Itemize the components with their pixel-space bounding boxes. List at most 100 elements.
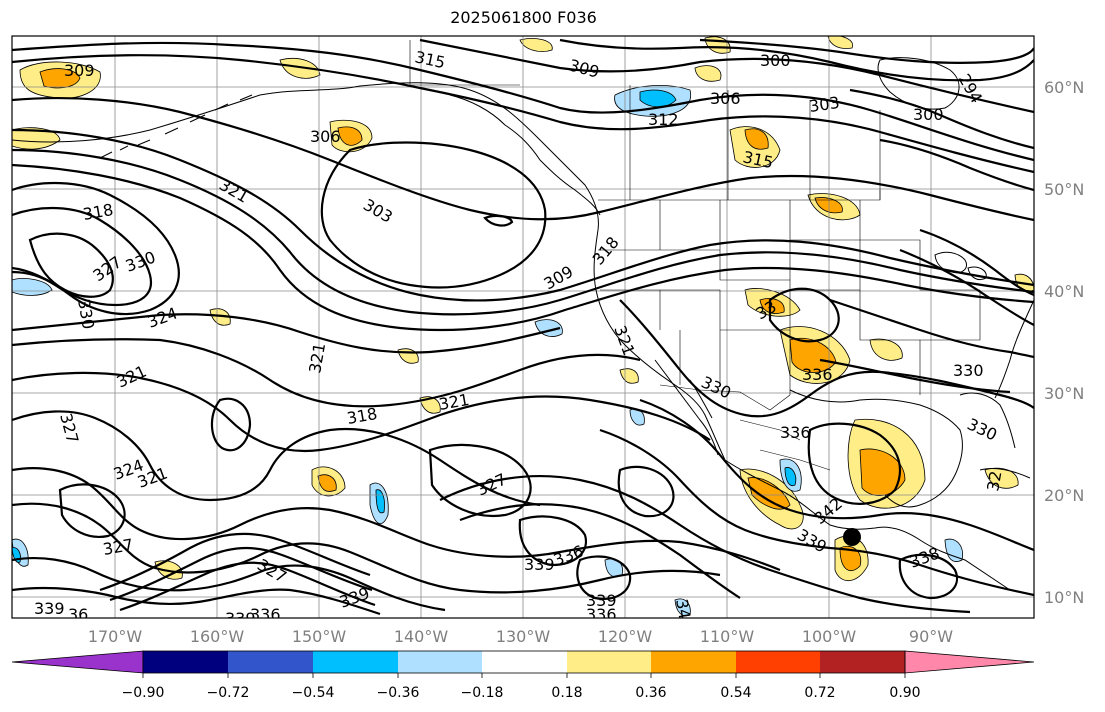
colorbar-bin xyxy=(313,651,398,673)
colorbar-tick-label: 0.54 xyxy=(720,685,751,701)
fill-positive-3 xyxy=(279,58,321,79)
fill-positive-6 xyxy=(12,127,61,150)
contour-gulf-alaska-inner xyxy=(483,214,514,227)
contour-label: 336 xyxy=(780,423,811,442)
contour-n8 xyxy=(12,148,1034,316)
contour-west-ridge-2 xyxy=(12,207,153,307)
fill-negative-6 xyxy=(375,489,385,514)
longitude-label: 140°W xyxy=(394,627,449,646)
colorbar-bin xyxy=(736,651,820,673)
longitude-label: 160°W xyxy=(190,627,245,646)
fill-positive-10 xyxy=(694,65,722,82)
contour-label: 336 xyxy=(250,605,281,624)
contour-east-ridge-2 xyxy=(899,248,1034,326)
fill-positive-23 xyxy=(747,477,791,510)
longitude-labels: 170°W 160°W 150°W 140°W 130°W 120°W 110°… xyxy=(88,627,953,646)
contour-label: 300 xyxy=(913,105,944,124)
colorbar-extend-high xyxy=(904,650,1035,674)
contour-central-4 xyxy=(12,410,541,507)
colorbar-bin xyxy=(228,651,313,673)
bc-coast xyxy=(449,94,601,216)
contour-n1 xyxy=(12,41,1034,162)
latitude-labels: 60°N 50°N 40°N 30°N 20°N 10°N xyxy=(1044,78,1084,607)
contour-central-1 xyxy=(12,313,561,354)
colorbar-tick-label: −0.54 xyxy=(292,685,335,701)
contour-east-ridge-1 xyxy=(919,228,1034,297)
colorbar-tick-label: 0.18 xyxy=(551,685,582,701)
florida-coast xyxy=(959,392,1016,449)
contour-n9 xyxy=(12,163,1034,332)
contour-n4 xyxy=(559,38,1034,82)
contour-west-ridge-3 xyxy=(28,232,114,298)
contour-n5 xyxy=(699,38,1034,64)
fill-negative-8 xyxy=(784,467,797,487)
contour-label: 336 xyxy=(802,365,833,384)
colorbar-bin xyxy=(398,651,482,673)
contour-central-3 xyxy=(12,371,711,452)
contour-east-trough-2 xyxy=(639,398,1034,552)
contour-south-band-1 xyxy=(99,532,371,592)
contour-label: 330 xyxy=(953,361,984,380)
fill-negative-12 xyxy=(944,538,963,562)
fill-positive-12 xyxy=(744,128,769,150)
theta-contours xyxy=(12,38,1034,616)
contour-tropics-west-2 xyxy=(210,397,252,452)
contour-south-band-2 xyxy=(109,547,373,602)
latitude-label: 50°N xyxy=(1044,180,1084,199)
contour-label: 32 xyxy=(983,469,1005,492)
contour-east-trough-4 xyxy=(439,475,971,614)
contour-mexico-loop xyxy=(807,422,902,505)
colorbar-ticks xyxy=(142,673,906,678)
contour-n7 xyxy=(12,128,1034,302)
contour-south-1 xyxy=(12,467,781,572)
contour-label: 312 xyxy=(648,110,679,129)
colorbar-tick-label: 0.90 xyxy=(889,685,920,701)
fill-positive-5 xyxy=(337,126,363,146)
longitude-label: 90°W xyxy=(909,627,953,646)
contour-label: 36 xyxy=(68,605,88,624)
aleutian-islands xyxy=(99,94,253,159)
coastlines xyxy=(12,57,1034,591)
colorbar-frame xyxy=(142,650,906,674)
us-mexico-border xyxy=(659,384,791,411)
contour-tropics-west-1 xyxy=(58,483,126,538)
colorbar-extend-low xyxy=(11,650,144,674)
colorbar-tick-label: −0.36 xyxy=(377,685,420,701)
colorbar-bin xyxy=(820,651,905,673)
contour-tropics-east-1 xyxy=(518,515,588,567)
contour-tropics-far-east xyxy=(898,553,958,600)
contour-central-2 xyxy=(12,338,641,408)
contour-label: 339 xyxy=(225,609,256,628)
longitude-label: 120°W xyxy=(598,627,653,646)
contour-east-trough-3 xyxy=(599,428,1034,597)
contour-label: 336 xyxy=(586,605,617,624)
contour-south-4 xyxy=(12,586,381,616)
colorbar-bin xyxy=(143,651,228,673)
colorbar: −0.90 −0.72 −0.54 −0.36 −0.18 0.18 0.36 … xyxy=(11,650,1035,701)
fill-positive-31 xyxy=(419,396,441,414)
contour-south-3 xyxy=(12,557,446,612)
contour-label: 306 xyxy=(310,127,341,146)
fill-positive-25 xyxy=(839,545,862,571)
colorbar-tick-label: 0.72 xyxy=(804,685,835,701)
colorbar-bin xyxy=(567,651,651,673)
contour-plains-loop xyxy=(768,287,840,343)
mexico-state-borders xyxy=(739,419,831,471)
fill-positive-33 xyxy=(984,467,1019,489)
contour-label: 303 xyxy=(808,93,841,116)
alaska-coast xyxy=(12,82,599,231)
contour-label: 339 xyxy=(524,555,555,574)
fill-positive-29 xyxy=(209,308,231,326)
contour-se-us-2 xyxy=(819,358,1011,394)
contour-n6 xyxy=(12,96,1034,222)
latitude-label: 60°N xyxy=(1044,78,1084,97)
contour-label: 309 xyxy=(64,61,95,80)
contour-label: 339 xyxy=(34,599,65,618)
longitude-label: 170°W xyxy=(88,627,143,646)
fill-positive-32 xyxy=(619,368,639,384)
cuba xyxy=(979,467,1031,479)
contour-tropics-central-1 xyxy=(428,443,532,518)
colorbar-tick-label: −0.18 xyxy=(461,685,504,701)
colorbar-bin xyxy=(482,651,567,673)
